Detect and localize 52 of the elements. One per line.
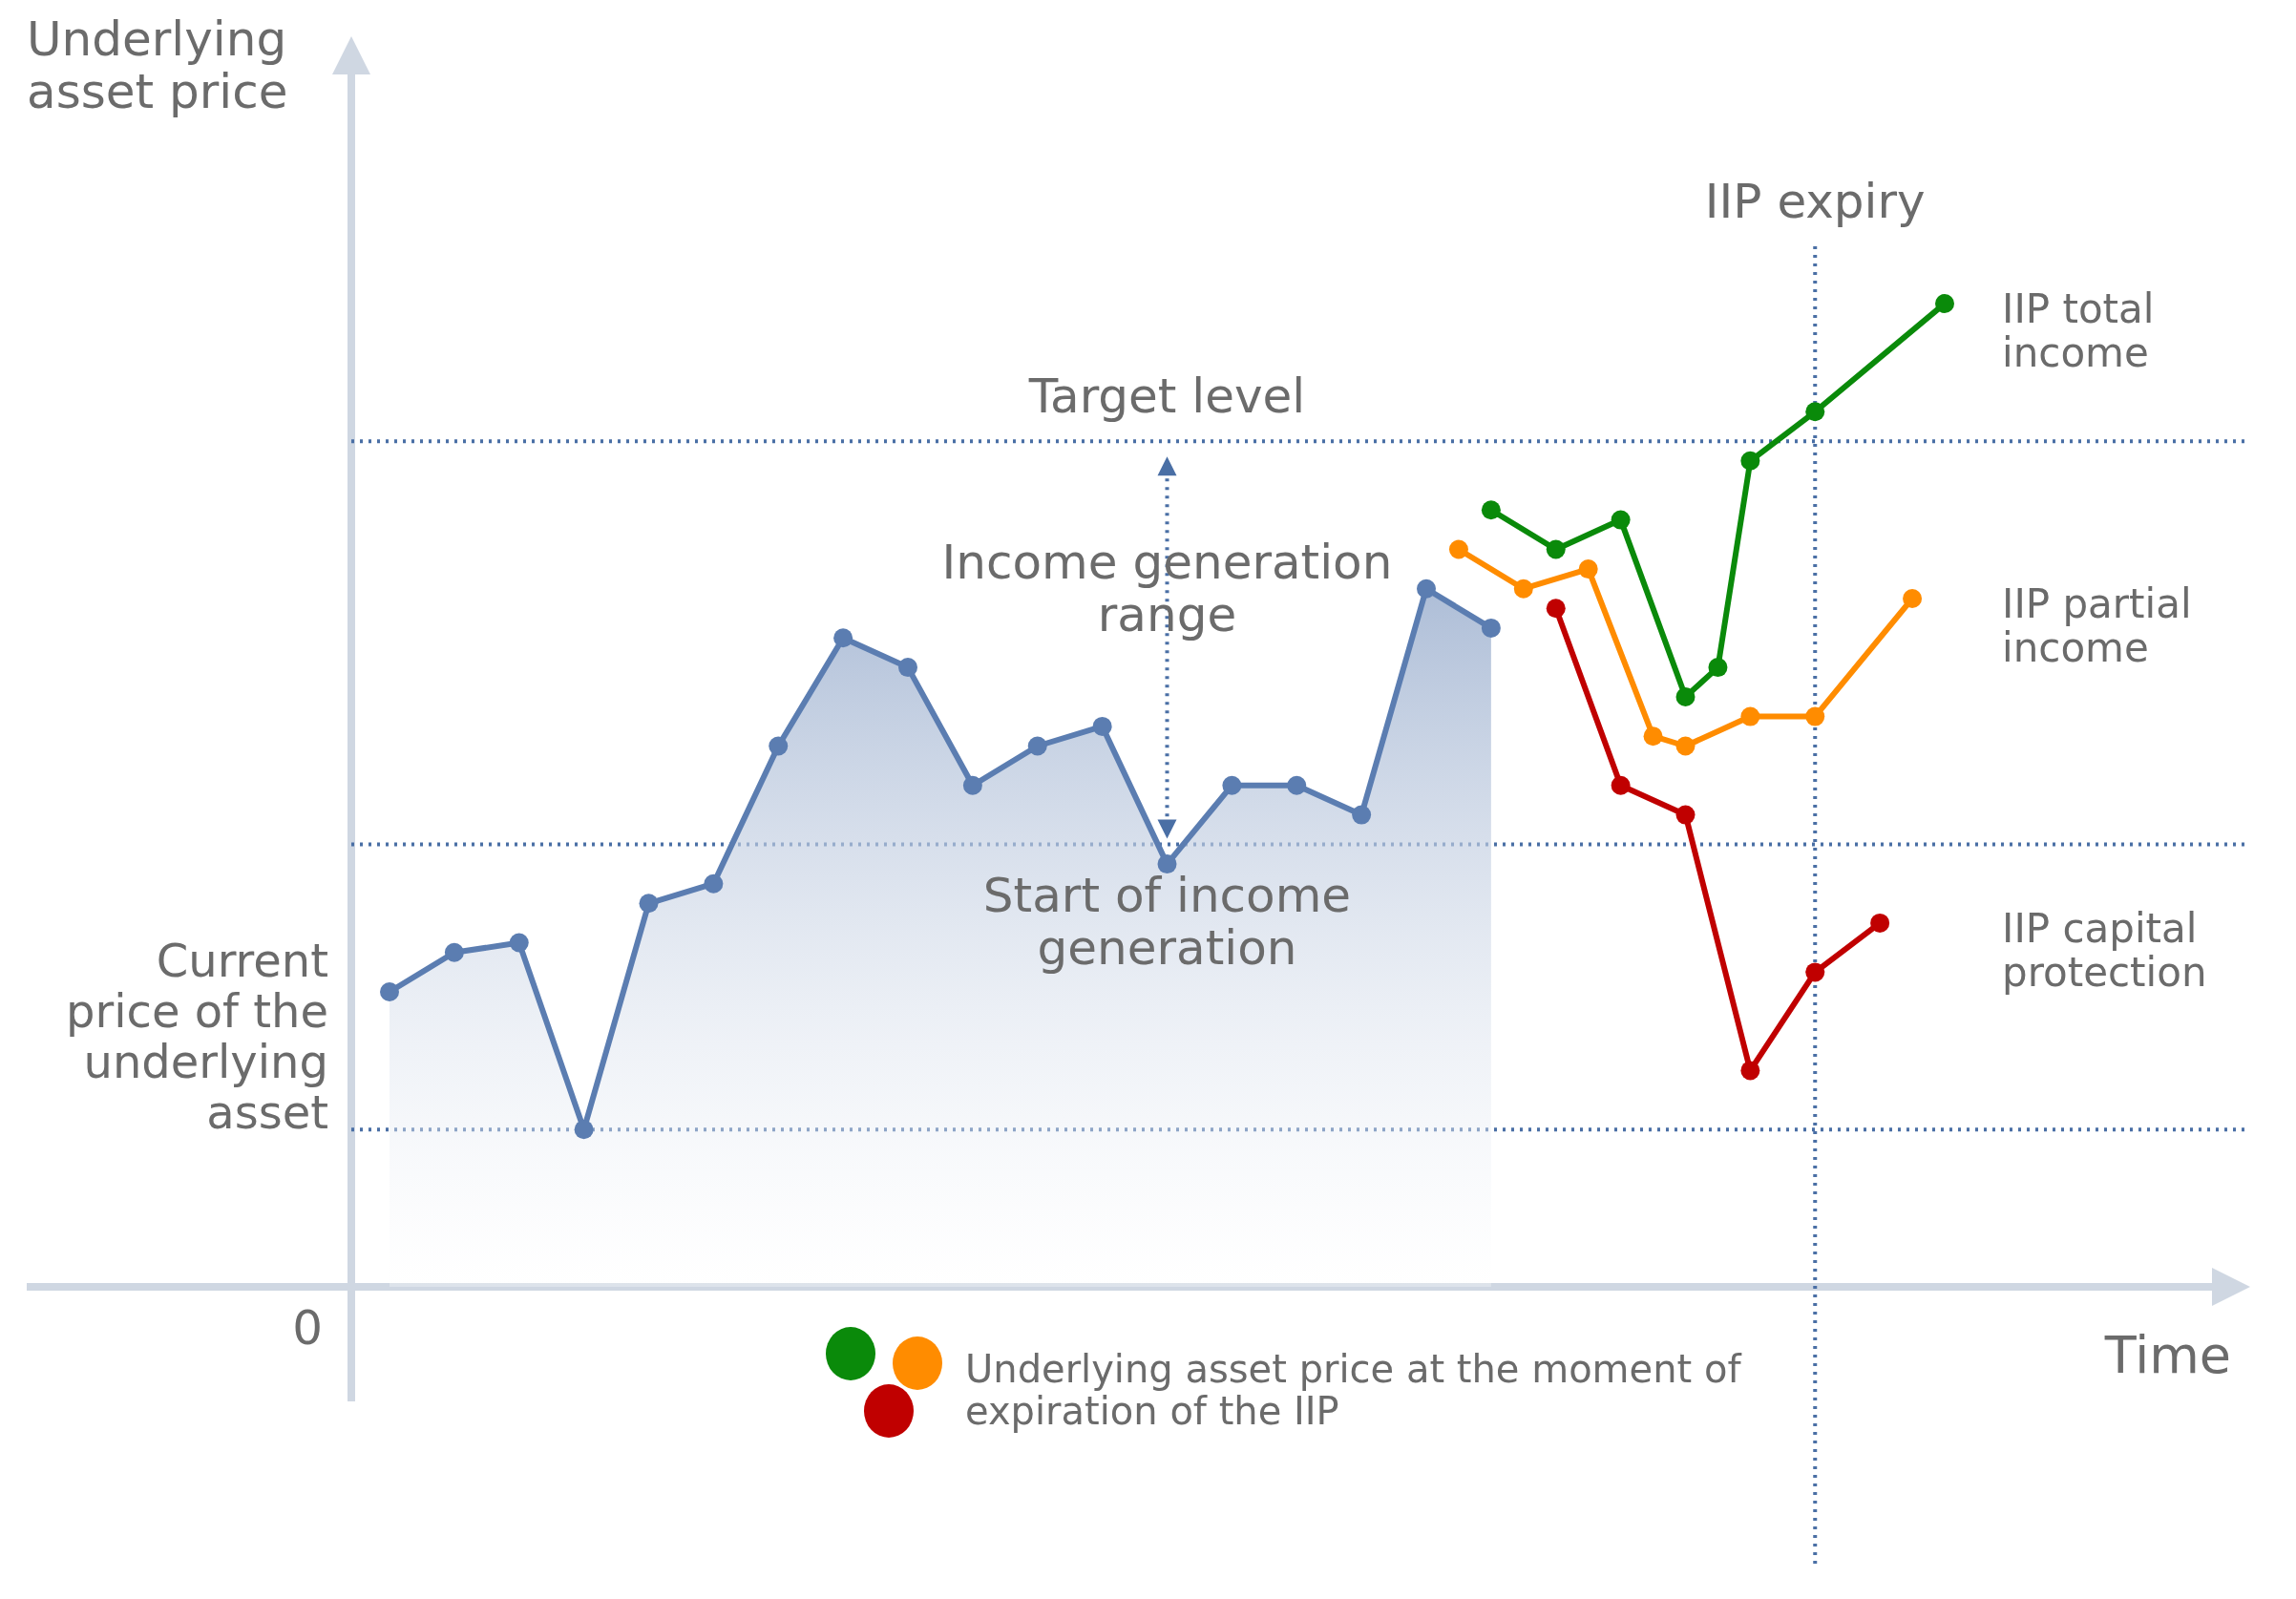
point xyxy=(1708,658,1728,678)
point xyxy=(1481,500,1501,520)
point xyxy=(1546,599,1566,619)
point xyxy=(639,894,659,914)
point xyxy=(1675,805,1696,825)
point xyxy=(1448,539,1468,559)
text: Underlying asset price at the moment of expiration of the IIP xyxy=(965,1347,1742,1433)
point xyxy=(898,658,917,678)
point xyxy=(1157,854,1177,874)
point xyxy=(1513,579,1533,599)
point xyxy=(1675,687,1696,706)
ref-line-label: Current price of the underlying asset xyxy=(65,934,328,1139)
text: IIP expiry xyxy=(1704,174,1926,229)
point xyxy=(1740,451,1760,471)
point xyxy=(1675,736,1696,756)
point xyxy=(1546,539,1566,559)
point xyxy=(1805,402,1825,422)
point xyxy=(1352,805,1372,825)
point xyxy=(1903,589,1923,608)
point xyxy=(1643,726,1663,747)
point xyxy=(1222,775,1242,795)
point xyxy=(1578,559,1598,579)
point xyxy=(1740,1061,1760,1081)
point xyxy=(1740,706,1760,726)
point xyxy=(1611,510,1631,530)
point xyxy=(1805,706,1825,726)
legend-label: Start of income generation xyxy=(982,867,1352,976)
point xyxy=(444,942,464,962)
point xyxy=(833,628,853,648)
y-axis-title: Underlying asset price xyxy=(27,11,288,119)
text: IIP capital protection xyxy=(2002,904,2207,997)
point xyxy=(1092,716,1112,736)
point xyxy=(1611,775,1631,795)
point xyxy=(380,982,399,1001)
point xyxy=(1870,913,1890,933)
point xyxy=(1287,775,1307,795)
point xyxy=(1417,579,1436,599)
text: 0 xyxy=(292,1300,323,1356)
point xyxy=(962,775,982,795)
ref-line-label: Target level xyxy=(1027,368,1306,425)
point xyxy=(574,1120,594,1140)
point xyxy=(509,933,529,953)
annotation: Income generation range xyxy=(941,535,1393,643)
text: IIP partial income xyxy=(2002,580,2192,672)
x-axis-title: Time xyxy=(2103,1325,2231,1385)
point xyxy=(704,873,724,894)
text: IIP total income xyxy=(2002,285,2155,377)
point xyxy=(1027,736,1047,756)
point xyxy=(1805,962,1825,982)
point xyxy=(769,736,789,756)
point xyxy=(1481,618,1501,638)
point xyxy=(1935,294,1954,313)
